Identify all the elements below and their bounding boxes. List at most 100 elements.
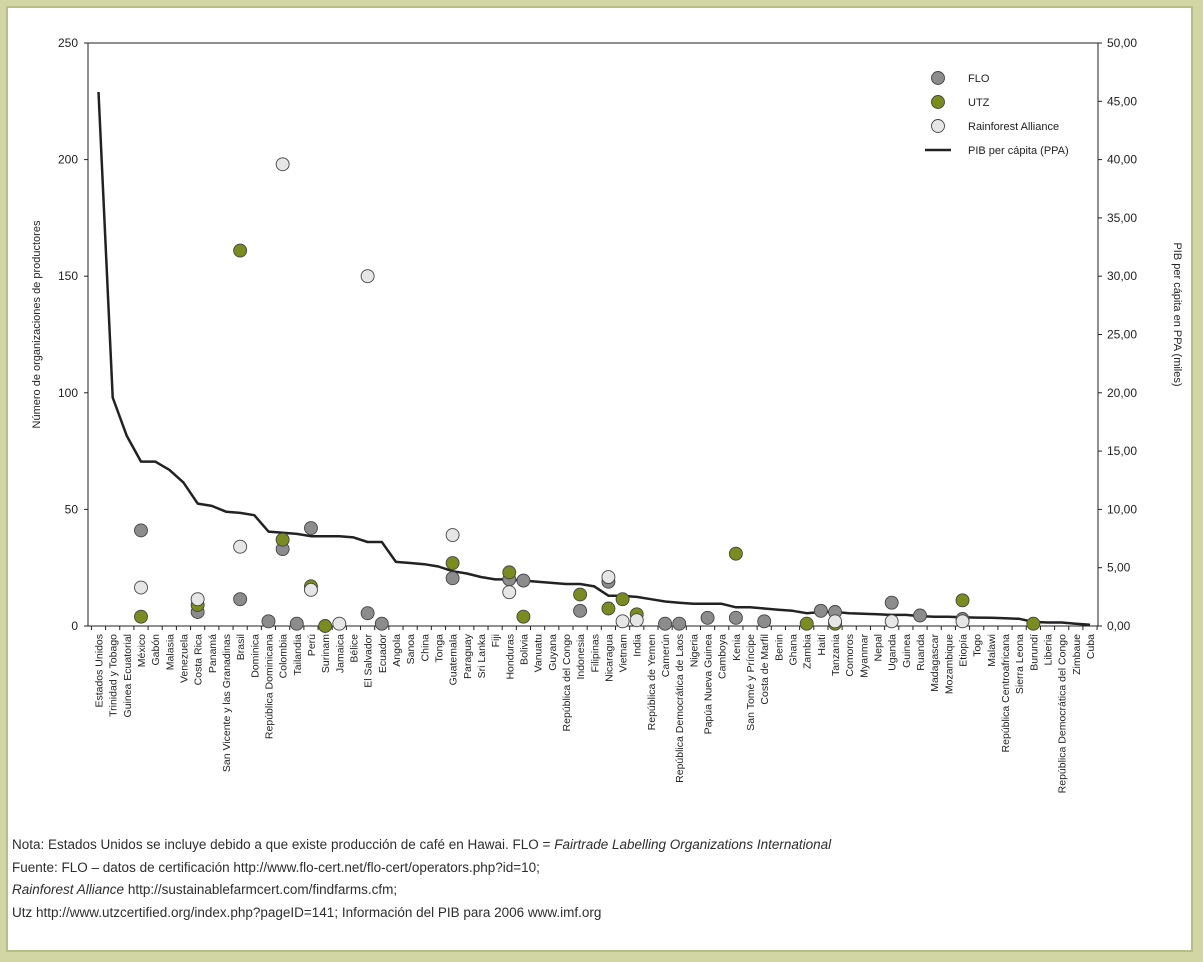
x-category-label: Tanzania — [830, 634, 842, 676]
x-category-label: República de Yemen — [646, 634, 658, 730]
point-utz — [615, 592, 630, 607]
x-category-label: Colombia — [278, 634, 290, 679]
x-category-label: Ecuador — [377, 633, 389, 673]
legend-label: FLO — [968, 73, 990, 85]
x-category-label: Estados Unidos — [94, 634, 106, 708]
note-text: http://sustainablefarmcert.com/findfarms… — [124, 882, 398, 897]
chart-frame — [6, 6, 1193, 952]
x-category-label: Etiopía — [958, 634, 970, 667]
y-tick-label: 50 — [65, 502, 79, 516]
point-utz — [275, 532, 290, 547]
x-category-label: República del Congo — [561, 634, 573, 732]
x-category-label: Jamaica — [334, 634, 346, 673]
point-flo — [304, 521, 318, 536]
x-category-label: Surinam — [320, 634, 332, 673]
y-axis-label: Número de organizaciones de productores — [31, 220, 43, 428]
x-category-label: Papúa Nueva Guinea — [703, 634, 715, 735]
x-category-label: India — [632, 634, 644, 657]
x-category-label: San Vicente y las Granadinas — [221, 634, 233, 772]
y2-tick-label: 25,00 — [1107, 328, 1137, 342]
x-category-label: Zimbaue — [1071, 634, 1083, 675]
x-category-label: Vietnam — [618, 634, 630, 673]
point-rainforest-alliance — [884, 614, 899, 629]
x-category-label: Guinea — [901, 634, 913, 668]
x-category-label: Panamá — [207, 634, 219, 673]
legend-label: Rainforest Alliance — [968, 121, 1059, 133]
note-text-italic: Rainforest Alliance — [12, 882, 125, 897]
x-category-label: Madagascar — [929, 633, 941, 691]
x-category-label: Tonga — [433, 634, 445, 663]
x-category-label: Costa Rica — [193, 634, 205, 686]
point-utz — [955, 593, 970, 608]
y2-tick-label: 50,00 — [1107, 36, 1137, 50]
y2-tick-label: 5,00 — [1107, 561, 1131, 575]
x-category-label: Togo — [972, 634, 984, 657]
x-category-label: Venezuela — [178, 634, 190, 683]
note-line-3: Rainforest Alliance http://sustainablefa… — [12, 879, 1182, 902]
x-category-label: China — [419, 634, 431, 662]
point-utz — [573, 587, 588, 602]
point-rainforest-alliance — [233, 539, 248, 554]
point-utz — [318, 619, 333, 633]
chart-axes: 0 50 100 150 200 250 0,00 5,00 10,00 15,00 20,00 25… — [58, 36, 1137, 633]
y2-tick-label: 35,00 — [1107, 211, 1137, 225]
x-category-label: República Dominicana — [263, 634, 275, 739]
legend-label: UTZ — [968, 97, 990, 109]
x-category-label: Vanuatu — [533, 634, 545, 672]
x-category-label: Indonesia — [575, 634, 587, 680]
x-category-label: Ruanda — [915, 634, 927, 671]
y-tick-label: 0 — [71, 619, 78, 633]
x-category-label: Bélice — [348, 634, 360, 663]
x-category-label: Myanmar — [858, 634, 870, 678]
legend-marker — [931, 71, 945, 85]
point-flo — [573, 603, 588, 618]
point-flo — [813, 603, 828, 618]
x-category-label: Perú — [306, 634, 318, 656]
y2-tick-label: 20,00 — [1107, 386, 1137, 400]
x-category-label: Benin — [773, 634, 785, 661]
point-flo — [289, 616, 304, 631]
point-flo — [445, 571, 460, 586]
x-category-label: República Democrática de Laos — [674, 634, 686, 783]
point-rainforest-alliance — [615, 614, 630, 629]
point-rainforest-alliance — [828, 614, 842, 629]
point-flo — [516, 573, 531, 588]
x-category-label: Malawi — [986, 634, 998, 667]
x-category-label: Guatemala — [448, 634, 460, 686]
point-flo — [672, 616, 687, 631]
point-rainforest-alliance — [190, 592, 205, 607]
point-flo — [233, 592, 248, 607]
y-tick-label: 200 — [58, 153, 78, 167]
point-flo — [884, 595, 899, 610]
x-category-label: Mozambique — [943, 634, 955, 694]
point-utz — [601, 601, 616, 616]
y-tick-label: 150 — [58, 269, 78, 283]
point-flo — [700, 610, 715, 625]
x-category-label: México — [136, 634, 148, 667]
x-category-label: Sanoa — [405, 634, 417, 665]
x-category-label: Angola — [391, 634, 403, 667]
point-rainforest-alliance — [502, 585, 517, 600]
x-category-label: Haití — [816, 634, 828, 656]
point-rainforest-alliance — [955, 614, 970, 629]
point-utz — [728, 546, 743, 561]
notes: Nota: Estados Unidos se incluye debido a… — [12, 834, 1182, 924]
legend-label: PIB per cápita (PPA) — [968, 145, 1069, 157]
point-utz — [1026, 616, 1041, 631]
x-category-label: San Tomé y Príncipe — [745, 634, 757, 731]
plot-area-border — [87, 42, 1099, 627]
note-line-1: Nota: Estados Unidos se incluye debido a… — [12, 834, 1182, 857]
x-category-label: Malasia — [164, 634, 176, 670]
point-utz — [134, 609, 148, 624]
note-line-2: Fuente: FLO – datos de certificación htt… — [12, 859, 540, 875]
point-rainforest-alliance — [601, 570, 616, 584]
x-category-label: Gabón — [150, 634, 162, 666]
x-category-label: República Centroafricana — [1000, 634, 1012, 753]
x-category-label: Nicaragua — [603, 634, 615, 682]
y2-tick-label: 15,00 — [1107, 444, 1137, 458]
point-flo — [728, 610, 743, 625]
point-rainforest-alliance — [275, 157, 290, 172]
point-flo — [360, 606, 375, 621]
x-category-label: Nepal — [873, 634, 885, 661]
